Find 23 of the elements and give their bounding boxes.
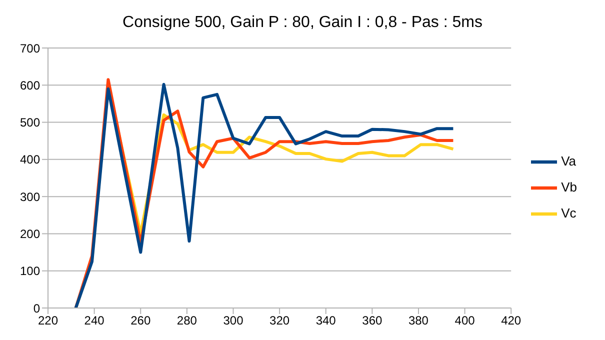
x-tick-label: 280 (176, 314, 198, 328)
x-tick-label: 420 (501, 314, 522, 328)
y-tick-label: 100 (20, 264, 40, 278)
y-tick-label: 200 (20, 226, 40, 241)
y-tick-label: 500 (20, 116, 40, 130)
x-tick-label: 340 (316, 314, 336, 328)
x-tick-label: 240 (84, 314, 105, 328)
x-tick-label: 320 (270, 314, 290, 328)
x-tick-label: 360 (362, 314, 382, 328)
x-tick-label: 380 (408, 314, 429, 328)
y-tick-label: 0 (33, 301, 40, 316)
x-tick-label: 260 (130, 314, 151, 328)
y-tick-label: 300 (20, 190, 40, 204)
x-tick-label: 300 (223, 314, 244, 328)
x-tick-label: 220 (38, 314, 58, 328)
legend-label: Vb (561, 179, 577, 194)
x-tick-label: 400 (454, 314, 476, 328)
legend-label: Vc (561, 205, 576, 220)
y-tick-label: 700 (20, 41, 40, 56)
legend-label: Va (561, 153, 576, 168)
chart-title: Consigne 500, Gain P : 80, Gain I : 0,8 - Pas : 5ms (122, 13, 484, 33)
y-tick-label: 400 (20, 152, 40, 167)
y-tick-label: 600 (20, 78, 40, 92)
